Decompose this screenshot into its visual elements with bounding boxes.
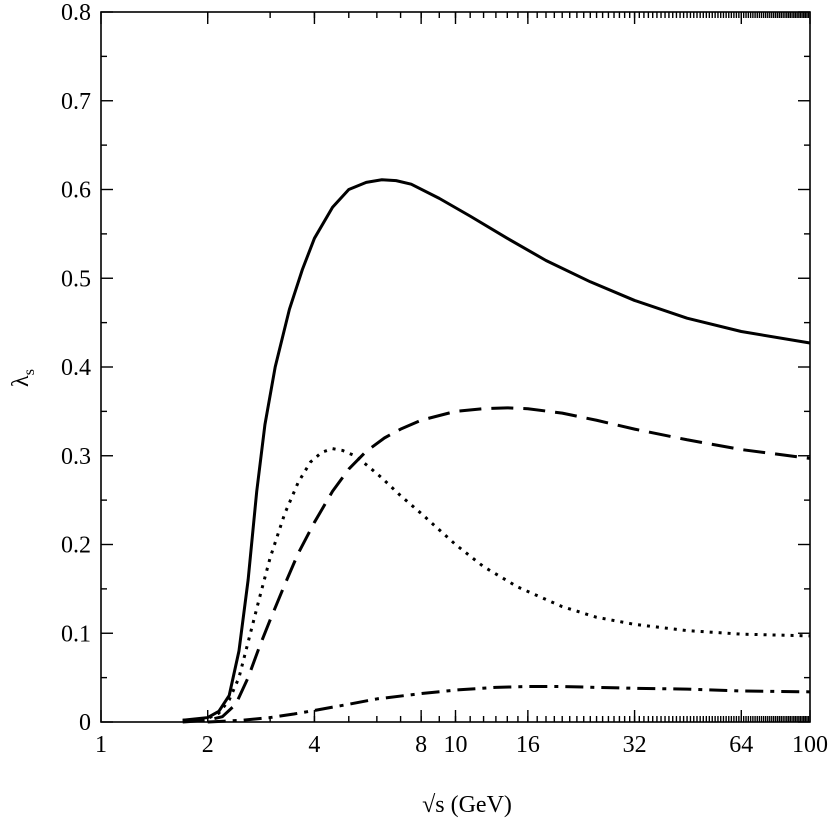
y-tick-label: 0.6	[61, 178, 91, 204]
y-axis-label-main: λ	[8, 375, 34, 387]
y-tick-label: 0.5	[61, 266, 91, 292]
y-tick-label: 0.7	[61, 89, 91, 115]
series-line-dash-dot	[207, 685, 811, 724]
y-tick-label: 0	[79, 710, 91, 736]
series-line-dashed	[182, 406, 811, 724]
x-tick-label: 2	[202, 732, 214, 758]
x-axis-label: √s (GeV)	[422, 792, 512, 818]
series-layer	[182, 178, 811, 724]
x-tick-label: 1	[95, 732, 107, 758]
y-tick-label: 0.1	[61, 621, 91, 647]
y-tick-label: 0.3	[61, 444, 91, 470]
x-tick-label: 4	[308, 732, 320, 758]
plot-frame	[100, 11, 811, 723]
x-tick-label: 8	[415, 732, 427, 758]
series-line-dotted	[182, 447, 811, 722]
x-tick-label: 16	[516, 732, 540, 758]
axis-ticks	[100, 11, 811, 723]
y-axis-label: λs	[8, 369, 38, 387]
y-tick-label: 0.2	[61, 533, 91, 559]
x-tick-label: 32	[623, 732, 647, 758]
x-tick-label: 10	[444, 732, 468, 758]
x-tick-label: 64	[729, 732, 753, 758]
series-line-solid	[182, 178, 811, 722]
y-tick-label: 0.8	[61, 0, 91, 26]
x-tick-label: 100	[792, 732, 828, 758]
tick-labels: 1 2 4 8 10 16 32 64 100 0 0.1 0.2 0.3 0.4 0.5 0.6 0.7 0.8	[61, 0, 828, 758]
y-axis-label-sub: s	[21, 369, 38, 375]
y-tick-label: 0.4	[61, 355, 91, 381]
